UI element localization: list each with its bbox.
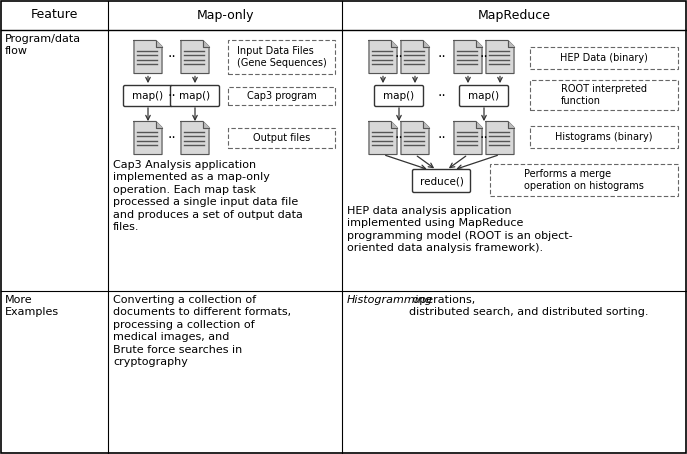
Bar — [228, 87, 335, 105]
Text: MapReduce: MapReduce — [478, 9, 551, 21]
Text: map(): map() — [383, 91, 414, 101]
Polygon shape — [508, 40, 514, 46]
Text: ··: ·· — [437, 131, 446, 145]
Polygon shape — [401, 40, 429, 74]
Polygon shape — [508, 122, 514, 128]
Polygon shape — [486, 122, 514, 154]
Text: Performs a merge
operation on histograms: Performs a merge operation on histograms — [524, 169, 644, 191]
Text: Feature: Feature — [30, 9, 78, 21]
FancyBboxPatch shape — [460, 85, 508, 107]
Polygon shape — [181, 40, 209, 74]
Text: ··: ·· — [167, 131, 176, 145]
FancyBboxPatch shape — [374, 85, 423, 107]
Text: Map-only: Map-only — [196, 9, 254, 21]
Text: map(): map() — [469, 91, 499, 101]
Polygon shape — [156, 40, 162, 46]
Text: ··: ·· — [480, 131, 488, 145]
Text: More
Examples: More Examples — [5, 295, 59, 316]
Polygon shape — [454, 122, 482, 154]
Polygon shape — [369, 40, 397, 74]
Polygon shape — [391, 122, 397, 128]
Polygon shape — [203, 122, 209, 128]
Bar — [490, 164, 678, 196]
Text: HEP Data (binary): HEP Data (binary) — [560, 53, 648, 63]
Polygon shape — [134, 40, 162, 74]
Text: Histogramming: Histogramming — [347, 295, 433, 305]
Bar — [530, 80, 678, 110]
Bar — [228, 40, 335, 74]
Text: ··: ·· — [394, 131, 403, 145]
Text: ··: ·· — [167, 89, 176, 103]
Text: Output files: Output files — [253, 133, 310, 143]
Polygon shape — [203, 40, 209, 46]
Polygon shape — [486, 40, 514, 74]
FancyBboxPatch shape — [170, 85, 220, 107]
Text: ROOT interpreted
function: ROOT interpreted function — [561, 84, 647, 106]
Polygon shape — [369, 122, 397, 154]
Text: Histograms (binary): Histograms (binary) — [555, 132, 653, 142]
Polygon shape — [181, 122, 209, 154]
Polygon shape — [401, 122, 429, 154]
Text: ··: ·· — [437, 50, 446, 64]
Text: ··: ·· — [167, 50, 176, 64]
Text: ··: ·· — [437, 89, 446, 103]
Text: ··: ·· — [480, 50, 488, 64]
FancyBboxPatch shape — [124, 85, 172, 107]
Text: reduce(): reduce() — [420, 176, 464, 186]
Text: Program/data
flow: Program/data flow — [5, 34, 81, 55]
Bar — [530, 47, 678, 69]
Text: HEP data analysis application
implemented using MapReduce
programming model (ROO: HEP data analysis application implemente… — [347, 206, 573, 253]
Text: ··: ·· — [394, 50, 403, 64]
Text: map(): map() — [133, 91, 164, 101]
Text: Input Data Files
(Gene Sequences): Input Data Files (Gene Sequences) — [236, 46, 326, 68]
Text: operations,
distributed search, and distributed sorting.: operations, distributed search, and dist… — [409, 295, 649, 317]
Polygon shape — [134, 122, 162, 154]
Text: Cap3 program: Cap3 program — [247, 91, 317, 101]
Bar — [530, 126, 678, 148]
Text: Converting a collection of
documents to different formats,
processing a collecti: Converting a collection of documents to … — [113, 295, 291, 367]
Polygon shape — [391, 40, 397, 46]
Polygon shape — [156, 122, 162, 128]
Polygon shape — [454, 40, 482, 74]
Polygon shape — [423, 40, 429, 46]
Text: map(): map() — [179, 91, 210, 101]
Polygon shape — [423, 122, 429, 128]
Bar — [228, 128, 335, 148]
Polygon shape — [476, 122, 482, 128]
Polygon shape — [476, 40, 482, 46]
Text: Cap3 Analysis application
implemented as a map-only
operation. Each map task
pro: Cap3 Analysis application implemented as… — [113, 160, 303, 232]
FancyBboxPatch shape — [412, 169, 471, 192]
